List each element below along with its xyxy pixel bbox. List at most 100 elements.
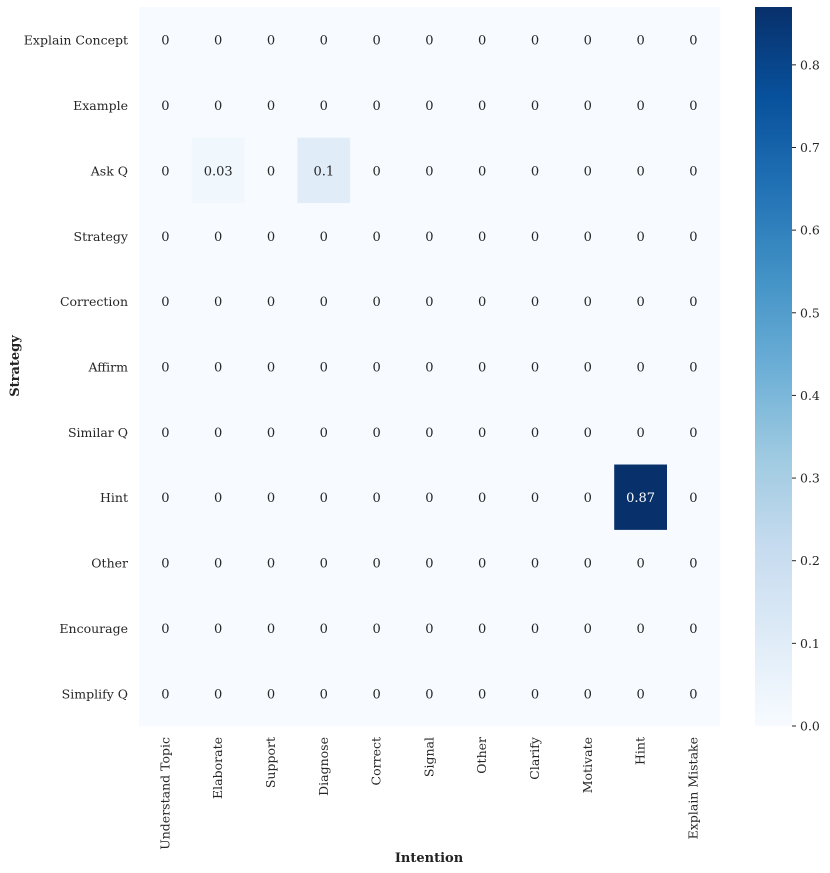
cell-value-label: 0 [372,491,380,506]
cell-value-label: 0 [161,295,169,310]
heatmap-cell [297,399,351,466]
cell-value-label: 0 [478,99,486,114]
heatmap-cell [403,595,457,662]
cell-value-label: 0 [372,622,380,637]
cell-value-label: 0 [531,557,539,572]
colorbar [755,7,792,726]
heatmap-cell [297,660,351,727]
heatmap-cell [350,72,404,139]
y-tick-label: Example [73,98,128,113]
heatmap-cell [297,137,351,204]
cell-value-label: 0 [214,622,222,637]
heatmap-cell [350,7,404,73]
heatmap-cell [614,529,668,596]
heatmap-cell [508,7,562,73]
heatmap-cell [614,203,668,269]
heatmap-cell [455,72,510,139]
colorbar-tick-label: 0.2 [800,553,820,568]
cell-value-label: 0 [372,557,380,572]
cell-value-label: 0 [584,557,592,572]
heatmap-cell [297,7,351,73]
heatmap-cell [561,7,615,73]
cell-value-label: 0 [320,360,328,375]
cell-value-label: 0 [689,557,697,572]
colorbar-tick-label: 0.1 [800,636,820,651]
cell-value-label: 0 [425,360,433,375]
heatmap-cell [614,72,668,139]
heatmap-cell [244,399,298,466]
heatmap-cell [455,399,510,466]
heatmap-cell [139,595,193,662]
heatmap-cell [244,7,298,73]
colorbar-tick-label: 0.7 [800,140,820,155]
cell-value-label: 0 [425,622,433,637]
heatmap-cell [191,660,246,727]
cell-value-label: 0 [689,426,697,441]
heatmap-cell [244,137,298,204]
cell-value-label: 0 [531,426,539,441]
heatmap-cell [667,595,721,662]
cell-value-label: 0 [584,295,592,310]
cell-value-label: 0 [531,295,539,310]
cell-value-label: 0 [214,360,222,375]
x-tick-label: Signal [421,737,436,777]
cell-value-label: 0 [425,230,433,245]
cell-value-label: 0 [478,295,486,310]
cell-value-label: 0 [689,295,697,310]
heatmap-cell [455,137,510,204]
cell-value-label: 0 [320,99,328,114]
heatmap-cell [508,660,562,727]
cell-value-label: 0 [161,360,169,375]
cell-value-label: 0 [636,622,644,637]
heatmap-cell [350,399,404,466]
heatmap-cells [139,7,721,727]
y-tick-labels: Explain Concept Example Ask Q Strategy Corre… [24,33,129,702]
x-tick-label: Diagnose [316,737,331,796]
cell-value-label: 0 [531,34,539,49]
heatmap-cell [455,595,510,662]
heatmap-cell [614,660,668,727]
heatmap-cell [350,464,404,531]
heatmap-cell [508,529,562,596]
cell-value-label: 0 [267,426,275,441]
cell-value-label: 0 [214,99,222,114]
x-tick-label: Hint [633,737,648,765]
heatmap-cell [191,203,246,269]
y-axis-label: Strategy [8,335,23,397]
cell-value-label: 0 [425,164,433,179]
heatmap-cell [297,268,351,335]
heatmap-cell [561,203,615,269]
heatmap-cell [297,595,351,662]
cell-value-label: 0 [214,687,222,702]
cell-value-label: 0 [320,295,328,310]
heatmap-cell [244,203,298,269]
cell-value-label: 0 [636,426,644,441]
heatmap-cell [614,595,668,662]
cell-value-label: 0 [267,230,275,245]
heatmap-cell [455,660,510,727]
heatmap-cell [244,268,298,335]
cell-value-label: 0 [425,557,433,572]
heatmap-cell [191,268,246,335]
x-tick-label: Motivate [580,737,595,793]
heatmap-cell [191,137,246,204]
cell-value-label: 0 [636,34,644,49]
cell-value-label: 0 [267,34,275,49]
cell-value-label: 0 [584,491,592,506]
heatmap-cell [508,464,562,531]
cell-value-label: 0 [531,360,539,375]
heatmap-cell [139,203,193,269]
heatmap-cell [614,268,668,335]
cell-value-label: 0 [478,687,486,702]
heatmap-cell [667,7,721,73]
heatmap-cell [244,464,298,531]
heatmap-cell [508,595,562,662]
heatmap-cell [508,399,562,466]
heatmap-cell [297,72,351,139]
heatmap-cell [139,7,193,73]
heatmap-cell [297,464,351,531]
cell-value-label: 0 [584,622,592,637]
cell-value-label: 0 [584,99,592,114]
heatmap-cell [191,595,246,662]
heatmap-cell [614,7,668,73]
